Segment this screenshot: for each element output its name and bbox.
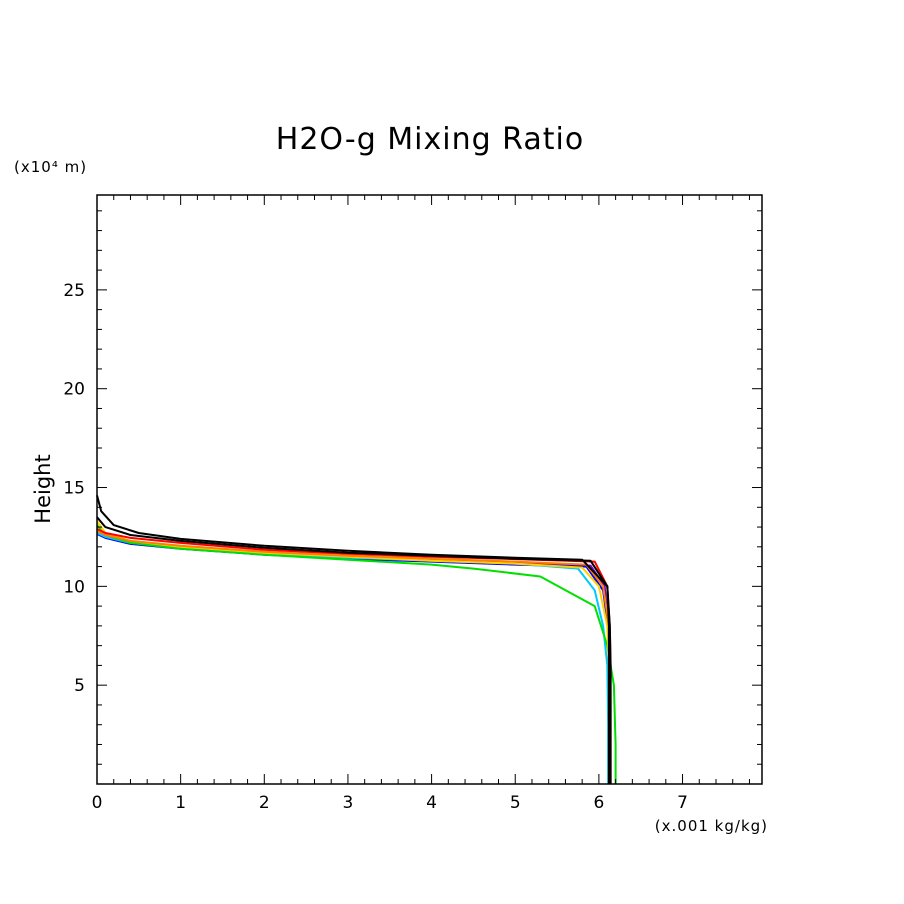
x-tick-label: 4: [426, 793, 437, 813]
x-tick-label: 1: [175, 793, 186, 813]
series-line-profile-purple: [96, 531, 610, 784]
series-layer: [96, 495, 617, 784]
y-tick-label: 5: [74, 676, 85, 696]
x-tick-label: 7: [677, 793, 688, 813]
series-line-profile-orange: [96, 530, 611, 784]
y-axis-unit-label: (x10⁴ m): [14, 158, 87, 176]
series-line-profile-blue: [96, 533, 610, 784]
x-tick-label: 6: [593, 793, 604, 813]
chart-title: H2O-g Mixing Ratio: [276, 122, 584, 157]
x-tick-label: 3: [343, 793, 354, 813]
x-tick-label: 5: [510, 793, 521, 813]
x-axis-unit-label: (x.001 kg/kg): [655, 817, 768, 835]
y-tick-label: 10: [63, 577, 85, 597]
y-tick-label: 15: [63, 479, 85, 499]
y-tick-label: 25: [63, 281, 85, 301]
series-line-profile-red: [96, 528, 612, 784]
series-line-profile-cyan: [96, 532, 610, 784]
y-tick-label: 20: [63, 380, 85, 400]
x-tick-label: 0: [92, 793, 103, 813]
series-line-profile-green: [96, 524, 617, 784]
ticks-layer: 0 1 2 3 4 5 6 7 5 10 15 20 25: [63, 195, 762, 813]
y-axis-label: Height: [31, 454, 55, 523]
series-line-profile-black-a: [96, 495, 610, 784]
x-tick-label: 2: [259, 793, 270, 813]
plot-frame: [96, 194, 763, 785]
